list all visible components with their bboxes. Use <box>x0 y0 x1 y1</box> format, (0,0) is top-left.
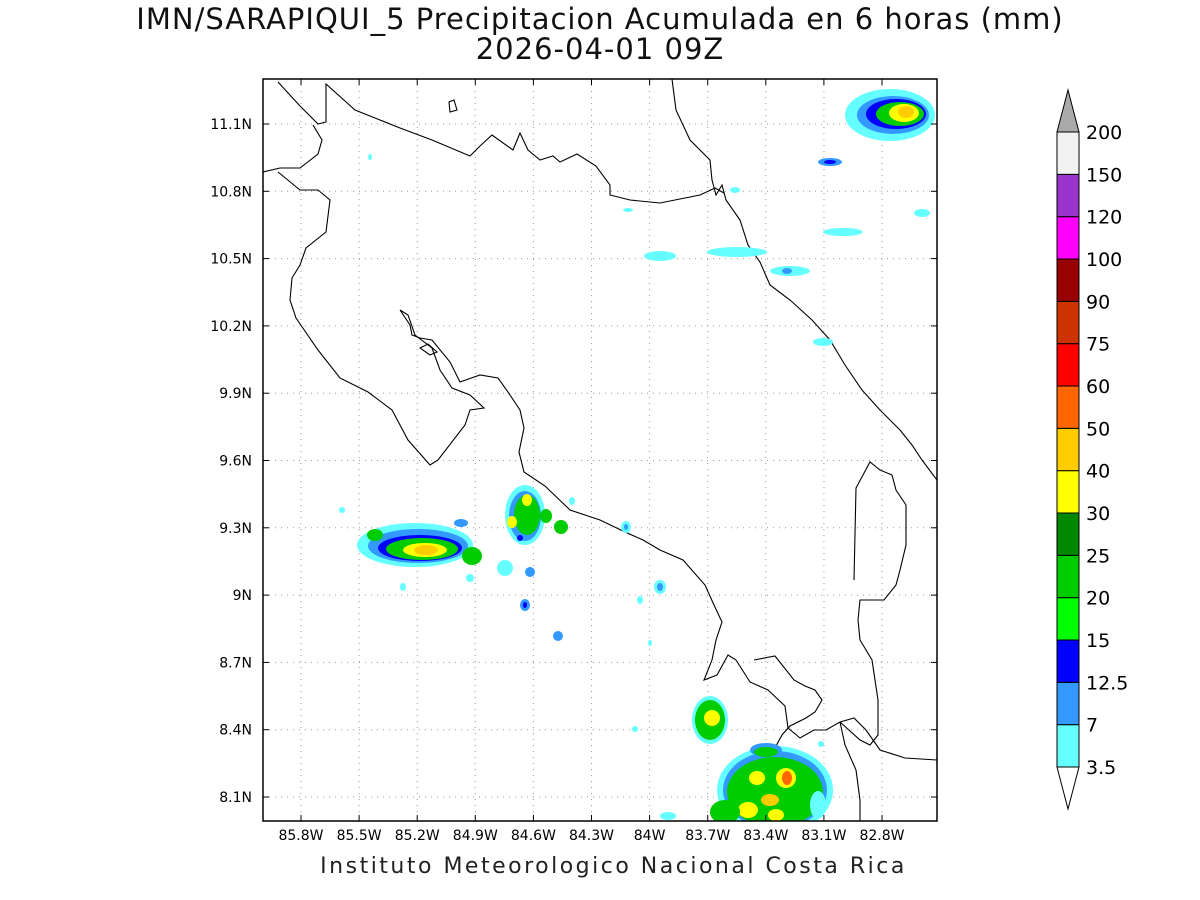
x-tick-label: 85.2W <box>395 828 440 844</box>
colorbar-label: 60 <box>1086 376 1110 398</box>
colorbar-segment <box>1056 131 1080 175</box>
y-tick-label: 9N <box>233 588 252 604</box>
colorbar: 3.5 7 12.5 15 20 25 30 40 50 60 75 90 100 120 150 200 <box>1056 88 1128 811</box>
map-frame <box>262 78 938 822</box>
rain-cell-northeast <box>845 89 935 141</box>
gulf-island <box>418 343 439 356</box>
map-title: IMN/SARAPIQUI_5 Precipitacion Acumulada … <box>136 2 1064 36</box>
colorbar-segment <box>1056 300 1080 345</box>
colorbar-label: 3.5 <box>1086 757 1116 779</box>
precipitation-patches <box>339 89 935 821</box>
colorbar-label: 40 <box>1086 461 1110 483</box>
lake-island <box>448 99 458 113</box>
colorbar-segment <box>1056 554 1080 599</box>
x-tick-label: 84.9W <box>453 828 498 844</box>
colorbar-label: 200 <box>1086 122 1122 144</box>
x-tick-label: 82.8W <box>859 828 904 844</box>
colorbar-bottom-arrow <box>1056 766 1080 811</box>
colorbar-label: 120 <box>1086 207 1122 229</box>
colorbar-label: 20 <box>1086 588 1110 610</box>
x-tick-label: 84.6W <box>511 828 556 844</box>
colorbar-segment <box>1056 597 1080 641</box>
nicaragua-costa-rica-border <box>277 81 725 204</box>
colorbar-label: 90 <box>1086 291 1110 313</box>
y-tick-label: 9.9N <box>219 386 252 402</box>
x-tick-label: 85.8W <box>278 828 323 844</box>
colorbar-segment <box>1056 724 1080 768</box>
colorbar-segment <box>1056 427 1080 472</box>
rain-cell-nicoya <box>339 507 482 591</box>
colorbar-segment <box>1056 173 1080 218</box>
golfito-peninsula <box>753 655 823 761</box>
gridlines <box>263 79 937 821</box>
y-tick-label: 8.4N <box>219 723 252 739</box>
colorbar-segment <box>1056 343 1080 387</box>
footer-credit: Instituto Meteorologico Nacional Costa R… <box>320 854 907 879</box>
colorbar-segment <box>1056 258 1080 302</box>
axis-ticks <box>263 79 937 821</box>
colorbar-label: 75 <box>1086 334 1110 356</box>
y-axis-labels: 11.1N 10.8N 10.5N 10.2N 9.9N 9.6N 9.3N 9N 8.7N 8.… <box>210 117 252 806</box>
y-tick-label: 8.1N <box>219 790 252 806</box>
colorbar-label: 30 <box>1086 503 1110 525</box>
rain-cell-central <box>497 485 575 641</box>
coastlines <box>263 79 937 821</box>
colorbar-segment <box>1056 385 1080 429</box>
colorbar-segment <box>1056 216 1080 260</box>
map-datetime: 2026-04-01 09Z <box>475 32 725 66</box>
x-tick-label: 83.4W <box>743 828 788 844</box>
colorbar-segment <box>1056 681 1080 726</box>
x-tick-label: 84W <box>634 828 666 844</box>
colorbar-label: 25 <box>1086 545 1110 567</box>
colorbar-label: 150 <box>1086 164 1122 186</box>
colorbar-label: 12.5 <box>1086 672 1128 694</box>
colorbar-segment <box>1056 639 1080 683</box>
pacific-coast-north <box>263 124 937 761</box>
y-tick-label: 11.1N <box>210 117 252 133</box>
colorbar-label: 100 <box>1086 249 1122 271</box>
x-tick-label: 84.3W <box>569 828 614 844</box>
x-tick-label: 83.7W <box>685 828 730 844</box>
x-tick-label: 85.5W <box>337 828 382 844</box>
x-axis-labels: 85.8W 85.5W 85.2W 84.9W 84.6W 84.3W 84W 83.7W 83… <box>278 828 904 844</box>
colorbar-segment <box>1056 470 1080 514</box>
caribbean-coast <box>671 79 937 481</box>
y-tick-label: 8.7N <box>219 655 252 671</box>
colorbar-segment <box>1056 512 1080 556</box>
colorbar-top-arrow <box>1056 88 1080 133</box>
y-tick-label: 10.2N <box>210 319 252 335</box>
colorbar-label: 50 <box>1086 418 1110 440</box>
panama-border <box>839 461 907 821</box>
rain-cell-south <box>660 696 833 821</box>
y-tick-label: 9.6N <box>219 454 252 470</box>
colorbar-label: 15 <box>1086 630 1110 652</box>
x-tick-label: 83.1W <box>801 828 846 844</box>
colorbar-label: 7 <box>1086 715 1098 737</box>
y-tick-label: 10.5N <box>210 252 252 268</box>
y-tick-label: 10.8N <box>210 184 252 200</box>
y-tick-label: 9.3N <box>219 521 252 537</box>
